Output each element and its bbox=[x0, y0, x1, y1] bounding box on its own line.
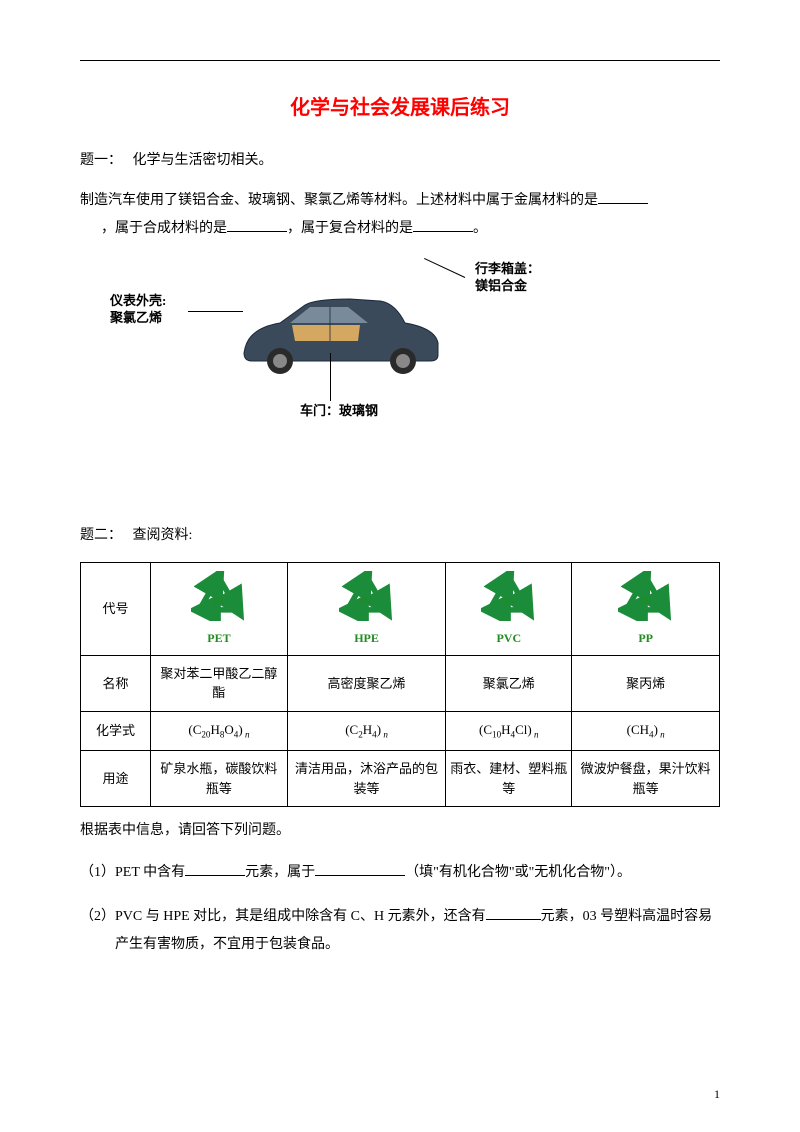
formula-cell: (CH4) n bbox=[572, 711, 720, 750]
q1-intro: 化学与生活密切相关。 bbox=[133, 153, 273, 168]
header-rule bbox=[80, 60, 720, 61]
car-label-dash: 仪表外壳: 聚氯乙烯 bbox=[110, 293, 166, 327]
recycle-code: HPE bbox=[292, 629, 441, 647]
sub-q-text: PVC 与 HPE 对比，其是组成中除含有 C、H 元素外，还含有 bbox=[115, 909, 486, 924]
sub-questions: （1）PET 中含有 元素，属于 （填"有机化合物"或"无机化合物"）。 （2）PV… bbox=[80, 859, 720, 959]
formula-cell: (C10H4Cl) n bbox=[446, 711, 572, 750]
q1-number: 题一： bbox=[80, 153, 122, 168]
recycle-cell: 02 HPE bbox=[287, 563, 445, 656]
table-row-use: 用途 矿泉水瓶，碳酸饮料瓶等 清洁用品，沐浴产品的包装等 雨衣、建材、塑料瓶等 … bbox=[81, 751, 720, 807]
blank bbox=[185, 861, 245, 876]
recycle-icon: 05 bbox=[618, 571, 674, 623]
page-number: 1 bbox=[714, 1087, 720, 1102]
page-title: 化学与社会发展课后练习 bbox=[80, 91, 720, 120]
recycle-code: PP bbox=[576, 629, 715, 647]
sub-question-2: （2）PVC 与 HPE 对比，其是组成中除含有 C、H 元素外，还含有元素，0… bbox=[80, 903, 720, 959]
label-text: 聚氯乙烯 bbox=[110, 310, 162, 325]
recycle-cell: 03 PVC bbox=[446, 563, 572, 656]
table-cell: 矿泉水瓶，碳酸饮料瓶等 bbox=[151, 751, 288, 807]
row-header: 名称 bbox=[81, 655, 151, 711]
leader-line bbox=[188, 311, 243, 312]
recycle-number: 05 bbox=[618, 593, 674, 610]
recycle-icon: 01 bbox=[191, 571, 247, 623]
sub-q-num: （2） bbox=[80, 909, 115, 924]
recycle-icon: 02 bbox=[339, 571, 395, 623]
table-cell: 雨衣、建材、塑料瓶等 bbox=[446, 751, 572, 807]
blank bbox=[598, 189, 648, 204]
table-row-symbols: 代号 01 PET 02 HPE 03 PVC 05 PP bbox=[81, 563, 720, 656]
q1-text-a: 制造汽车使用了镁铝合金、玻璃钢、聚氯乙烯等材料。上述材料中属于金属材料的是 bbox=[80, 193, 598, 208]
table-cell: 聚氯乙烯 bbox=[446, 655, 572, 711]
formula-cell: (C20H8O4) n bbox=[151, 711, 288, 750]
table-cell: 聚对苯二甲酸乙二醇酯 bbox=[151, 655, 288, 711]
recycle-cell: 05 PP bbox=[572, 563, 720, 656]
recycle-number: 02 bbox=[339, 593, 395, 610]
car-label-trunk: 行李箱盖： 镁铝合金 bbox=[475, 261, 540, 295]
recycle-icon: 03 bbox=[481, 571, 537, 623]
q1-text-d: 。 bbox=[473, 221, 487, 236]
table-cell: 清洁用品，沐浴产品的包装等 bbox=[287, 751, 445, 807]
recycle-code: PVC bbox=[450, 629, 567, 647]
label-text: 仪表外壳: bbox=[110, 293, 166, 308]
sub-q-text: （填"有机化合物"或"无机化合物"）。 bbox=[405, 865, 631, 880]
sub-q-num: （1） bbox=[80, 865, 115, 880]
recycle-number: 03 bbox=[481, 593, 537, 610]
blank bbox=[227, 217, 287, 232]
q2-after-table: 根据表中信息，请回答下列问题。 bbox=[80, 817, 720, 845]
label-text: 镁铝合金 bbox=[475, 278, 527, 293]
q2-intro: 查阅资料: bbox=[133, 528, 193, 543]
q2-number: 题二： bbox=[80, 528, 122, 543]
row-header: 化学式 bbox=[81, 711, 151, 750]
recycle-code: PET bbox=[155, 629, 283, 647]
formula-cell: (C2H4) n bbox=[287, 711, 445, 750]
q2-label: 题二： 查阅资料: bbox=[80, 523, 720, 548]
row-header: 代号 bbox=[81, 563, 151, 656]
blank bbox=[486, 905, 541, 920]
recycle-number: 01 bbox=[191, 593, 247, 610]
sub-question-1: （1）PET 中含有 元素，属于 （填"有机化合物"或"无机化合物"）。 bbox=[80, 859, 720, 887]
table-cell: 聚丙烯 bbox=[572, 655, 720, 711]
q1-label: 题一： 化学与生活密切相关。 bbox=[80, 148, 720, 173]
car-label-door: 车门：玻璃钢 bbox=[300, 403, 378, 420]
table-cell: 高密度聚乙烯 bbox=[287, 655, 445, 711]
leader-line bbox=[424, 258, 465, 278]
blank bbox=[413, 217, 473, 232]
row-header: 用途 bbox=[81, 751, 151, 807]
blank bbox=[315, 861, 405, 876]
q1-text: 制造汽车使用了镁铝合金、玻璃钢、聚氯乙烯等材料。上述材料中属于金属材料的是 ，属… bbox=[80, 187, 720, 243]
table-cell: 微波炉餐盘，果汁饮料瓶等 bbox=[572, 751, 720, 807]
car-illustration bbox=[230, 293, 450, 383]
leader-line bbox=[330, 353, 331, 401]
sub-q-text: PET 中含有 bbox=[115, 865, 185, 880]
plastics-table: 代号 01 PET 02 HPE 03 PVC 05 PP 名称 聚对苯二甲酸乙二醇酯 … bbox=[80, 562, 720, 807]
recycle-cell: 01 PET bbox=[151, 563, 288, 656]
label-text: 行李箱盖： bbox=[475, 261, 540, 276]
table-row-formula: 化学式 (C20H8O4) n (C2H4) n (C10H4Cl) n (CH… bbox=[81, 711, 720, 750]
table-row-name: 名称 聚对苯二甲酸乙二醇酯 高密度聚乙烯 聚氯乙烯 聚丙烯 bbox=[81, 655, 720, 711]
q1-text-c: ，属于复合材料的是 bbox=[287, 221, 413, 236]
q1-text-b: ，属于合成材料的是 bbox=[101, 221, 227, 236]
sub-q-text: 元素，属于 bbox=[245, 865, 315, 880]
car-diagram: 仪表外壳: 聚氯乙烯 行李箱盖： 镁铝合金 车门：玻璃钢 bbox=[140, 253, 520, 433]
